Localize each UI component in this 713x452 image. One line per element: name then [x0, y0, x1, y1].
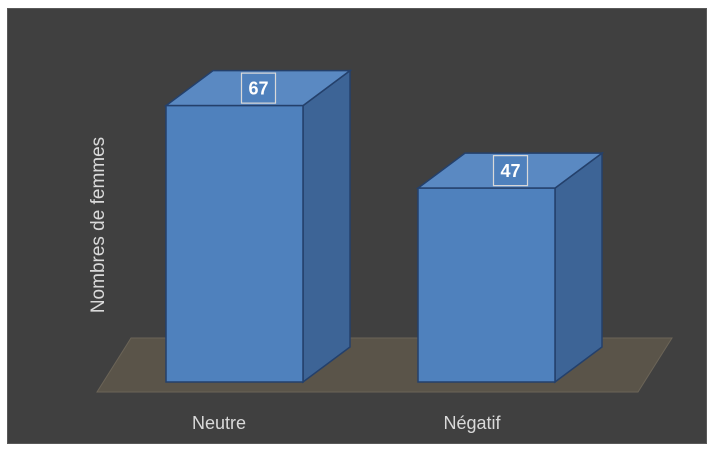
data-label-box: [240, 72, 277, 104]
bar-front-face: [165, 104, 304, 383]
data-label-value: 67: [248, 79, 268, 99]
category-label-negatif: Négatif: [443, 413, 501, 433]
data-label-neutre: 67: [240, 72, 277, 104]
data-label-box: [492, 155, 529, 187]
bar-front-face: [417, 187, 556, 383]
bar-side-face: [302, 69, 351, 384]
y-axis-label: Nombres de femmes: [88, 137, 109, 313]
data-labels-layer: 67 47: [240, 72, 529, 187]
bars-layer: [163, 69, 605, 384]
data-label-value: 47: [500, 161, 520, 181]
data-label-negatif: 47: [492, 155, 529, 187]
bar-negatif: [415, 151, 605, 384]
bar-neutre: [163, 69, 353, 384]
category-label-neutre: Neutre: [192, 413, 246, 433]
bar-side-face: [554, 151, 603, 384]
